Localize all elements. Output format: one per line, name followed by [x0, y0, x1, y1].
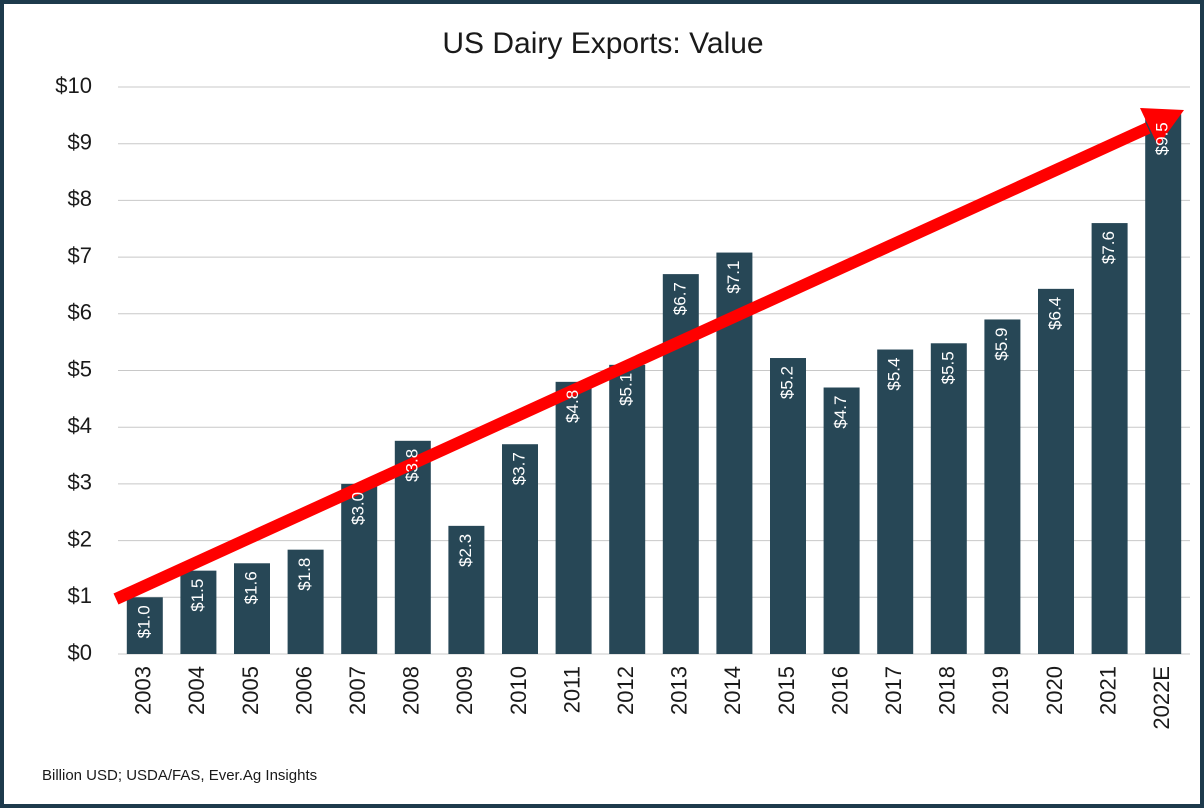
y-tick-label: $1: [68, 583, 92, 608]
trend-arrow: [113, 108, 1184, 605]
bar: [770, 358, 806, 654]
bar: [984, 319, 1021, 654]
value-label: $3.7: [509, 452, 528, 485]
y-tick-label: $5: [68, 356, 92, 381]
bar: [823, 387, 860, 654]
x-tick-label: 2012: [613, 666, 638, 715]
bar: [502, 444, 538, 654]
x-tick-label: 2018: [935, 666, 960, 715]
bar: [448, 525, 485, 654]
value-label: $5.5: [938, 351, 957, 384]
value-label: $3.0: [349, 492, 368, 525]
x-tick-label: 2019: [988, 666, 1013, 715]
arrow-head: [1140, 108, 1184, 146]
arrow-shaft: [113, 122, 1151, 605]
bar: [287, 549, 324, 654]
y-tick-label: $4: [68, 413, 92, 438]
bar: [341, 483, 378, 654]
footnote: Billion USD; USDA/FAS, Ever.Ag Insights: [42, 767, 317, 784]
value-label: $1.0: [134, 605, 153, 638]
bar: [1091, 223, 1128, 654]
value-label: $6.7: [670, 282, 689, 315]
chart-title: US Dairy Exports: Value: [442, 27, 763, 60]
value-label: $9.5: [1153, 122, 1172, 155]
x-tick-label: 2011: [559, 666, 584, 713]
y-tick-label: $6: [68, 300, 92, 325]
value-label: $1.5: [188, 579, 207, 612]
y-tick-label: $8: [68, 186, 92, 211]
bar: [1145, 114, 1182, 654]
bar: [609, 364, 646, 654]
value-label: $5.4: [885, 358, 904, 391]
bar: [930, 343, 967, 654]
x-tick-label: 2003: [131, 666, 156, 715]
value-label: $6.4: [1045, 297, 1064, 330]
value-label: $1.6: [241, 571, 260, 604]
x-tick-label: 2007: [345, 666, 370, 715]
value-label: $1.8: [295, 558, 314, 591]
value-label: $5.1: [617, 373, 636, 406]
bar: [555, 381, 592, 654]
bar: [877, 349, 914, 654]
y-tick-label: $2: [68, 526, 92, 551]
y-tick-label: $9: [68, 130, 92, 155]
y-tick-label: $7: [68, 243, 92, 268]
bar: [180, 570, 217, 654]
x-tick-label: 2005: [238, 666, 263, 715]
y-tick-label: $10: [55, 73, 92, 98]
value-label: $5.9: [992, 327, 1011, 360]
x-tick-label: 2009: [452, 666, 477, 715]
value-label: $7.6: [1099, 231, 1118, 264]
x-tick-label: 2013: [667, 666, 692, 715]
value-label: $4.7: [831, 396, 850, 429]
bar: [1038, 288, 1074, 654]
value-label: $4.8: [563, 390, 582, 423]
y-tick-label: $0: [68, 640, 92, 665]
x-tick-label: 2017: [881, 666, 906, 715]
x-tick-label: 2022E: [1149, 666, 1174, 730]
bars: [126, 114, 1182, 654]
x-tick-label: 2010: [506, 666, 531, 715]
x-tick-label: 2021: [1095, 666, 1120, 715]
bar: [126, 597, 163, 654]
value-label: $3.8: [402, 449, 421, 482]
value-label: $5.2: [777, 366, 796, 399]
x-tick-label: 2015: [774, 666, 799, 715]
bar: [394, 440, 431, 654]
x-tick-label: 2008: [399, 666, 424, 715]
x-tick-label: 2016: [827, 666, 852, 715]
value-label: $7.1: [724, 261, 743, 294]
bar: [234, 563, 270, 654]
y-tick-label: $3: [68, 470, 92, 495]
x-tick-label: 2006: [291, 666, 316, 715]
value-label: $2.3: [456, 534, 475, 567]
x-tick-label: 2014: [720, 666, 745, 715]
x-tick-label: 2020: [1042, 666, 1067, 715]
x-tick-label: 2004: [184, 666, 209, 715]
